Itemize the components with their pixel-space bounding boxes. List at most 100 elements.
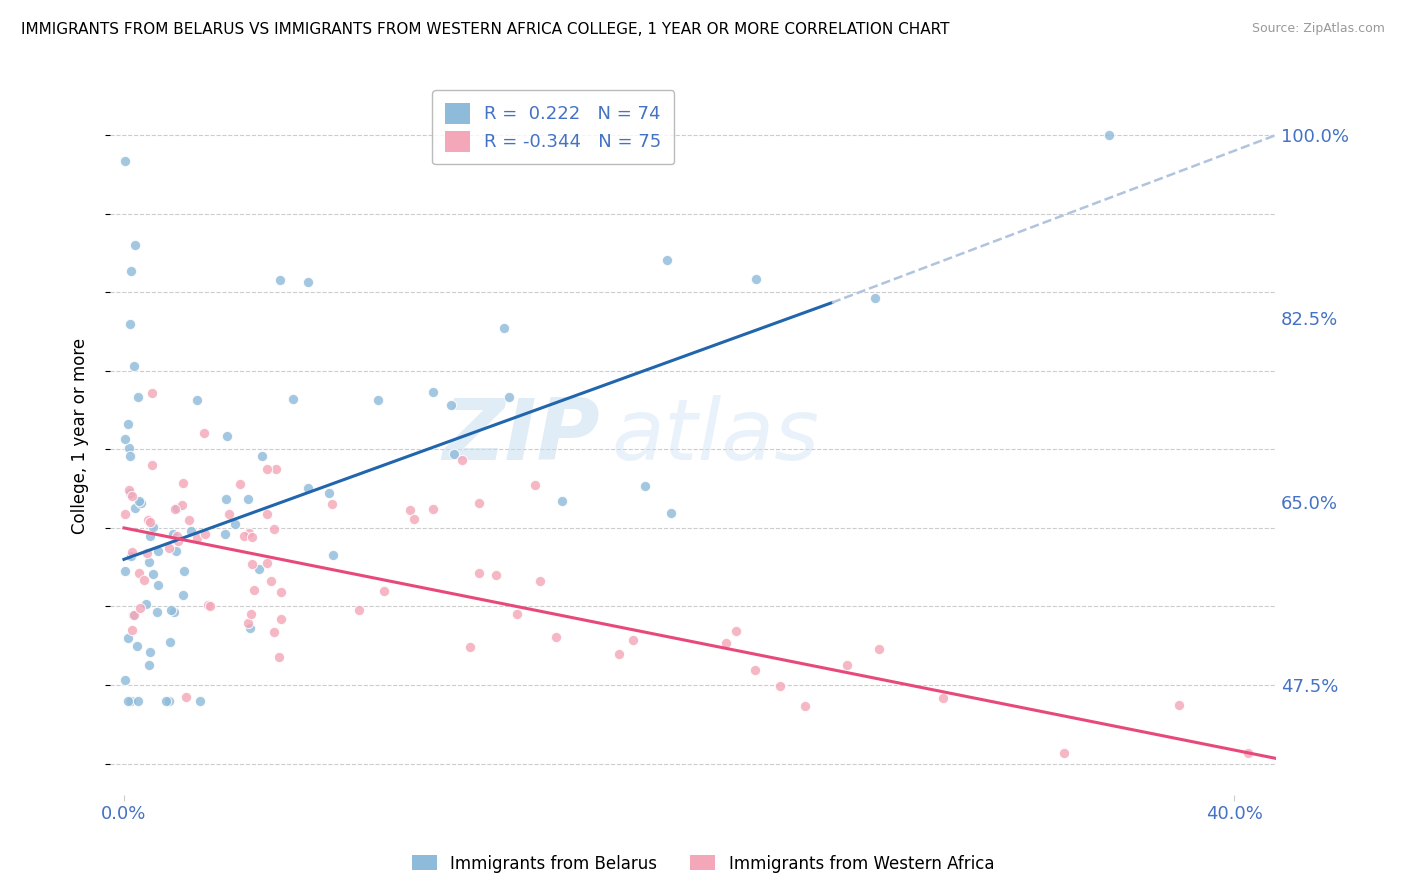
Point [236, 491, 259, 506]
Point [146, 578, 169, 592]
Point [138, 658, 160, 673]
Point [122, 608, 145, 623]
Point [1053, 746, 1076, 760]
Point [793, 698, 815, 713]
Text: atlas: atlas [612, 395, 820, 478]
Point [155, 694, 177, 708]
Point [114, 564, 136, 578]
Point [659, 506, 682, 520]
Point [214, 527, 236, 541]
Point [128, 566, 150, 581]
Point [142, 567, 165, 582]
Point [139, 529, 162, 543]
Point [544, 630, 567, 644]
Point [173, 565, 195, 579]
Point [157, 541, 180, 555]
Point [266, 462, 288, 476]
Point [117, 694, 139, 708]
Point [240, 558, 263, 572]
Point [443, 447, 465, 461]
Point [132, 573, 155, 587]
Point [270, 612, 292, 626]
Point [194, 527, 217, 541]
Point [267, 649, 290, 664]
Point [157, 694, 180, 708]
Point [121, 623, 143, 637]
Point [162, 527, 184, 541]
Point [122, 359, 145, 373]
Point [1098, 128, 1121, 142]
Point [188, 694, 211, 708]
Point [117, 417, 139, 432]
Point [270, 584, 292, 599]
Point [239, 621, 262, 635]
Point [263, 624, 285, 639]
Point [120, 264, 142, 278]
Point [118, 483, 141, 497]
Text: Source: ZipAtlas.com: Source: ZipAtlas.com [1251, 22, 1385, 36]
Point [250, 449, 273, 463]
Point [121, 545, 143, 559]
Point [247, 561, 270, 575]
Point [1167, 698, 1189, 713]
Point [114, 507, 136, 521]
Point [224, 517, 246, 532]
Point [186, 531, 208, 545]
Point [125, 639, 148, 653]
Point [114, 432, 136, 446]
Point [281, 392, 304, 406]
Point [215, 491, 238, 506]
Point [321, 497, 343, 511]
Point [146, 605, 169, 619]
Point [229, 477, 252, 491]
Point [118, 317, 141, 331]
Point [256, 556, 278, 570]
Point [634, 479, 657, 493]
Point [506, 607, 529, 621]
Point [172, 588, 194, 602]
Point [422, 384, 444, 399]
Point [129, 496, 152, 510]
Point [148, 543, 170, 558]
Point [868, 642, 890, 657]
Point [120, 486, 142, 500]
Point [422, 502, 444, 516]
Point [166, 529, 188, 543]
Point [162, 606, 184, 620]
Point [200, 599, 222, 613]
Point [139, 645, 162, 659]
Point [136, 546, 159, 560]
Point [218, 507, 240, 521]
Point [114, 154, 136, 169]
Point [193, 425, 215, 440]
Point [524, 478, 547, 492]
Point [118, 450, 141, 464]
Point [120, 694, 142, 708]
Point [492, 320, 515, 334]
Point [1237, 746, 1260, 760]
Point [124, 501, 146, 516]
Point [186, 392, 208, 407]
Point [725, 624, 748, 639]
Point [122, 608, 145, 623]
Point [163, 502, 186, 516]
Point [160, 603, 183, 617]
Point [349, 603, 371, 617]
Point [256, 462, 278, 476]
Point [932, 691, 955, 706]
Point [714, 636, 737, 650]
Text: ZIP: ZIP [441, 395, 600, 478]
Point [621, 632, 644, 647]
Point [117, 632, 139, 646]
Point [172, 498, 194, 512]
Point [215, 428, 238, 442]
Point [485, 567, 508, 582]
Point [297, 481, 319, 495]
Point [256, 507, 278, 521]
Point [180, 524, 202, 539]
Point [551, 494, 574, 508]
Point [165, 544, 187, 558]
Point [243, 583, 266, 598]
Point [118, 442, 141, 456]
Point [322, 548, 344, 562]
